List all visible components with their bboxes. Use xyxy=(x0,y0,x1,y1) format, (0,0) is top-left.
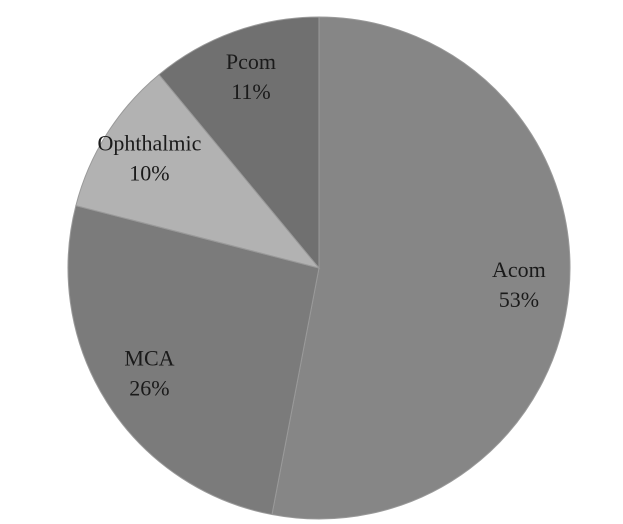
slice-label: Ophthalmic xyxy=(98,130,202,155)
pie-slice xyxy=(67,204,320,516)
slice-value-label: 10% xyxy=(129,160,169,185)
slice-value-label: 53% xyxy=(499,287,539,312)
pie-slice xyxy=(271,16,571,520)
pie-slice xyxy=(75,73,321,269)
slice-value-label: 26% xyxy=(129,376,169,401)
slice-label: MCA xyxy=(124,346,174,371)
slice-label: Pcom xyxy=(226,49,276,74)
slice-value-label: 11% xyxy=(231,79,271,104)
slice-label: Acom xyxy=(492,257,546,282)
pie-slice xyxy=(158,16,320,270)
